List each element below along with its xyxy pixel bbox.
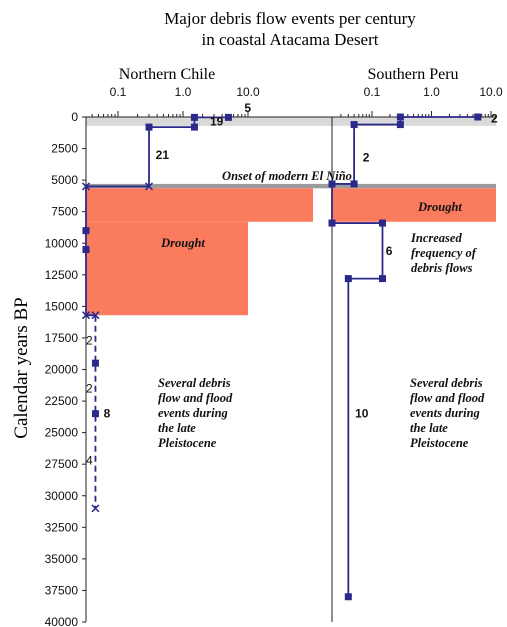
data-point-peru-4 [350,180,358,188]
pleistocene-peru-line-4: the late [410,421,448,435]
data-point-chile-0 [224,113,232,121]
increased-frequency-note: Increased frequency of debris flows [410,231,478,275]
y-tick-label-13: 32500 [45,520,79,534]
y-tick-label-8: 20000 [45,363,79,377]
x-marker-stroke-b-chile-1 [81,182,91,191]
y-tick-label-7: 17500 [45,331,79,345]
data-point-chile-2 [190,123,198,131]
x-marker-stroke-b-chile-2 [81,311,91,320]
x-tick-label-peru-2: 10.0 [479,85,503,99]
pleistocene-peru-line-3: events during [410,406,480,420]
y-tick-label-11: 27500 [45,457,79,471]
chart-title-line2: in coastal Atacama Desert [201,30,378,49]
modern-band-chile-0 [86,117,332,126]
y-tick-label-2: 5000 [51,173,78,187]
x-marker-stroke-b-chile-4 [91,504,100,513]
pleistocene-peru-line-5: Pleistocene [410,436,469,450]
y-tick-label-5: 12500 [45,268,79,282]
event-count-label-chile-3: 2 [86,333,93,347]
increased-line-1: Increased [410,231,462,245]
elnino-band-chile-1 [86,183,332,189]
y-tick-label-16: 40000 [45,615,79,627]
x-marker-chile-2 [81,311,91,320]
pleistocene-note-peru: Several debris flow and flood events dur… [410,376,485,450]
drought-label-chile: Drought [160,236,205,250]
y-tick-label-14: 35000 [45,552,79,566]
y-tick-label-6: 15000 [45,299,79,313]
bands-layer [86,117,496,316]
event-count-label-peru-2: 6 [386,244,393,258]
drought-label-peru: Drought [417,200,462,214]
data-point-peru-6 [328,219,336,227]
data-point-chile-6 [91,359,99,367]
data-point-peru-2 [396,121,404,129]
data-point-peru-0 [474,113,482,121]
x-marker-chile-4 [91,504,100,513]
y-tick-label-9: 22500 [45,394,79,408]
data-point-chile-3 [145,123,153,131]
x-tick-label-peru-1: 1.0 [423,85,440,99]
data-point-chile-7 [91,410,99,418]
drought-band-chile-2 [86,188,313,222]
elnino-band-peru-1 [332,183,496,189]
y-tick-label-12: 30000 [45,489,79,503]
y-axis-label: Calendar years BP [11,297,32,438]
pleistocene-peru-line-2: flow and flood [410,391,485,405]
data-point-peru-3 [350,121,358,129]
data-point-chile-1 [190,113,198,121]
drought-band-peru-2 [332,188,496,222]
pleistocene-chile-line-5: Pleistocene [158,436,217,450]
data-point-peru-8 [378,275,386,283]
panel-title-peru: Southern Peru [367,66,458,83]
data-point-chile-4 [82,227,90,235]
event-count-label-chile-5: 8 [104,407,111,421]
increased-line-2: frequency of [411,246,478,260]
y-tick-label-15: 37500 [45,583,79,597]
pleistocene-chile-line-4: the late [158,421,196,435]
x-tick-label-chile-2: 10.0 [236,85,260,99]
data-point-peru-10 [344,593,352,601]
x-marker-stroke-b-chile-0 [144,182,154,191]
y-tick-label-1: 2500 [51,142,78,156]
pleistocene-peru-line-1: Several debris [410,376,483,390]
pleistocene-chile-line-3: events during [158,406,228,420]
y-tick-label-3: 7500 [51,205,78,219]
event-count-label-peru-0: 2 [491,111,498,125]
pleistocene-chile-line-2: flow and flood [158,391,233,405]
x-marker-chile-1 [81,182,91,191]
data-point-peru-9 [344,275,352,283]
x-tick-label-peru-0: 0.1 [364,85,381,99]
data-point-peru-7 [378,219,386,227]
panel-title-chile: Northern Chile [119,66,215,83]
y-tick-label-0: 0 [71,110,78,124]
data-point-peru-5 [328,180,336,188]
pleistocene-chile-line-1: Several debris [158,376,231,390]
onset-el-nino-label: Onset of modern El Niño [222,169,352,183]
x-tick-label-chile-0: 0.1 [110,85,127,99]
y-tick-label-4: 10000 [45,236,79,250]
series-layer [81,113,482,601]
event-count-label-chile-6: 4 [86,453,93,467]
chart-title-line1: Major debris flow events per century [164,9,416,28]
event-count-label-chile-1: 19 [210,114,224,128]
increased-line-3: debris flows [411,261,473,275]
pleistocene-note-chile: Several debris flow and flood events dur… [158,376,233,450]
event-count-label-peru-3: 10 [355,407,369,421]
x-marker-stroke-b-chile-3 [91,311,100,320]
data-point-peru-1 [396,113,404,121]
x-tick-label-chile-1: 1.0 [175,85,192,99]
drought-band-chile-3 [86,221,248,316]
event-count-label-chile-2: 21 [156,148,170,162]
y-tick-label-10: 25000 [45,426,79,440]
event-count-label-chile-0: 5 [244,101,251,115]
x-marker-chile-3 [91,311,100,320]
data-point-chile-5 [82,246,90,254]
modern-band-peru-0 [332,117,496,126]
x-marker-chile-0 [144,182,154,191]
event-count-label-peru-1: 2 [363,150,370,164]
event-count-label-chile-4: 2 [86,381,93,395]
